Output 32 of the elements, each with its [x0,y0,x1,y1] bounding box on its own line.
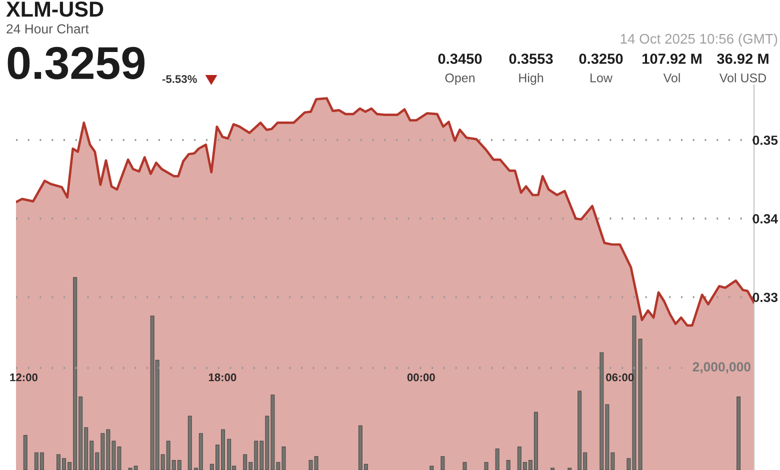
text: 36.92 M [716,54,768,64]
text: Vol USD [719,73,766,82]
text: Low [590,74,612,82]
bar [188,416,192,470]
annotation: 2,000,000 [692,362,750,374]
text: 0.3553 [509,54,553,64]
bar [23,435,28,470]
y-tick-label: 0.35 [752,136,778,145]
bar [430,466,434,470]
bar [736,396,741,470]
text: 0.3450 [438,54,482,64]
bar [638,338,642,470]
text: Open [445,74,474,85]
text: 14 Oct 2025 10:56 (GMT) [620,34,778,46]
bar [484,462,488,470]
y-tick-label: 0.34 [752,214,778,224]
x-tick-label: 18:00 [208,373,236,382]
text: -5.53% [162,75,197,83]
text: 0.3250 [579,54,623,64]
bar [506,460,510,470]
text: Vol [663,73,680,82]
y-tick-label: 0.33 [752,292,778,302]
x-tick-label: 12:00 [10,373,38,382]
chart-title: XLM-USD [6,2,104,17]
x-tick-label: 00:00 [407,373,435,382]
bar [495,448,500,470]
bar [440,456,445,470]
chart-subtitle: 24 Hour Chart [6,24,89,34]
text: 0.3259 [8,46,144,80]
text: 107.92 M [642,54,702,64]
text: High [519,73,544,85]
bar [462,462,467,470]
